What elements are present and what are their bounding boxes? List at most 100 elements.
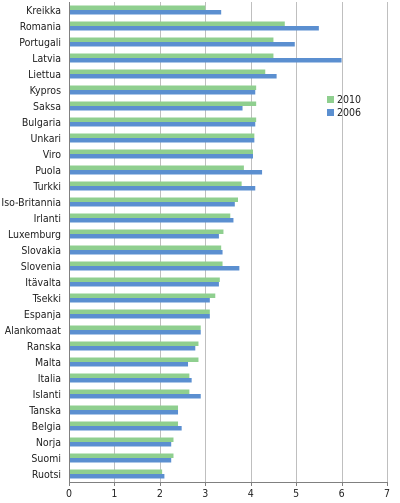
bar-2006-15 <box>70 250 223 255</box>
bar-2006-28 <box>70 458 172 463</box>
category-label-12: Iso-Britannia <box>1 197 61 209</box>
bar-2006-1 <box>70 26 319 31</box>
bar-2010-20 <box>70 325 201 330</box>
bar-2006-12 <box>70 202 235 207</box>
bar-2006-2 <box>70 42 295 47</box>
bar-2006-27 <box>70 442 172 447</box>
category-label-0: Kreikka <box>26 5 61 17</box>
category-label-11: Turkki <box>32 181 61 193</box>
bar-2006-18 <box>70 298 210 303</box>
category-label-2: Portugali <box>19 37 61 49</box>
legend-label-2006: 2006 <box>337 107 361 119</box>
bar-2006-20 <box>70 330 201 335</box>
bar-2010-24 <box>70 389 190 394</box>
x-tick-label-5: 5 <box>293 488 299 500</box>
category-label-29: Ruotsi <box>32 469 61 481</box>
bar-2006-11 <box>70 186 256 191</box>
bar-2010-15 <box>70 245 222 250</box>
bar-2006-16 <box>70 266 240 271</box>
bar-2006-14 <box>70 234 219 239</box>
bar-2010-13 <box>70 213 231 218</box>
bar-2006-26 <box>70 426 182 431</box>
bar-2006-23 <box>70 378 192 383</box>
bar-2010-2 <box>70 37 274 42</box>
category-label-14: Luxemburg <box>8 229 61 241</box>
bar-2006-22 <box>70 362 189 367</box>
category-label-5: Kypros <box>30 85 61 97</box>
gridlines <box>69 2 388 483</box>
bar-2010-17 <box>70 277 220 282</box>
bar-2010-29 <box>70 469 163 474</box>
bar-2010-9 <box>70 149 253 154</box>
category-label-24: Islanti <box>33 389 61 401</box>
bar-2010-18 <box>70 293 216 298</box>
x-tick-label-0: 0 <box>66 488 72 500</box>
bar-2010-25 <box>70 405 179 410</box>
bar-2006-9 <box>70 154 253 159</box>
bar-2010-14 <box>70 229 224 234</box>
bar-2010-5 <box>70 85 257 90</box>
category-label-28: Suomi <box>31 453 61 465</box>
legend-label-2010: 2010 <box>337 94 361 106</box>
category-label-1: Romania <box>20 21 61 33</box>
category-label-9: Viro <box>43 149 62 161</box>
bar-2010-28 <box>70 453 174 458</box>
x-tick-label-6: 6 <box>339 488 345 500</box>
bar-2010-0 <box>70 5 206 10</box>
category-label-19: Espanja <box>24 309 61 321</box>
x-tick-label-4: 4 <box>248 488 254 500</box>
bar-2010-23 <box>70 373 190 378</box>
bar-2010-4 <box>70 69 266 74</box>
bar-2006-4 <box>70 74 277 79</box>
category-label-3: Latvia <box>32 53 61 65</box>
category-label-27: Norja <box>36 437 61 449</box>
category-label-20: Alankomaat <box>5 325 62 337</box>
x-tick-label-3: 3 <box>202 488 208 500</box>
x-tick-label-2: 2 <box>157 488 163 500</box>
category-label-7: Bulgaria <box>22 117 61 129</box>
bar-2006-3 <box>70 58 342 63</box>
category-label-13: Irlanti <box>34 213 61 225</box>
bar-2006-7 <box>70 122 256 127</box>
bar-2006-29 <box>70 474 165 479</box>
bar-2006-0 <box>70 10 222 15</box>
bar-2010-19 <box>70 309 210 314</box>
category-label-16: Slovenia <box>21 261 61 273</box>
bar-2006-19 <box>70 314 210 319</box>
bar-2010-8 <box>70 133 255 138</box>
bar-2010-7 <box>70 117 257 122</box>
bar-2006-6 <box>70 106 243 111</box>
category-label-6: Saksa <box>33 101 61 113</box>
bar-2006-13 <box>70 218 234 223</box>
bar-2010-22 <box>70 357 199 362</box>
bar-2006-21 <box>70 346 196 351</box>
category-label-23: Italia <box>38 373 61 385</box>
bar-2010-1 <box>70 21 285 26</box>
category-label-17: Itävalta <box>25 277 61 289</box>
category-label-26: Belgia <box>32 421 61 433</box>
category-label-15: Slovakia <box>21 245 61 257</box>
category-label-8: Unkari <box>31 133 62 145</box>
category-label-18: Tsekki <box>32 293 61 305</box>
bar-2006-5 <box>70 90 256 95</box>
x-tick-label-7: 7 <box>384 488 390 500</box>
legend: 2010 2006 <box>327 94 361 119</box>
bars <box>70 5 342 479</box>
bar-2010-6 <box>70 101 257 106</box>
category-labels: Kreikka Romania Portugali Latvia Liettua Kypr… <box>1 5 61 481</box>
legend-swatch-2010 <box>327 96 334 103</box>
x-axis-ticks: 0 1 2 3 4 5 6 7 <box>66 482 390 500</box>
bar-2006-17 <box>70 282 219 287</box>
category-label-10: Puola <box>35 165 61 177</box>
bar-2010-21 <box>70 341 199 346</box>
x-tick-label-1: 1 <box>111 488 117 500</box>
bar-2006-8 <box>70 138 255 143</box>
category-label-22: Malta <box>35 357 61 369</box>
bar-2010-27 <box>70 437 174 442</box>
category-label-4: Liettua <box>28 69 61 81</box>
bar-2006-24 <box>70 394 201 399</box>
bar-2010-12 <box>70 197 238 202</box>
category-label-21: Ranska <box>27 341 61 353</box>
legend-swatch-2006 <box>327 109 334 116</box>
